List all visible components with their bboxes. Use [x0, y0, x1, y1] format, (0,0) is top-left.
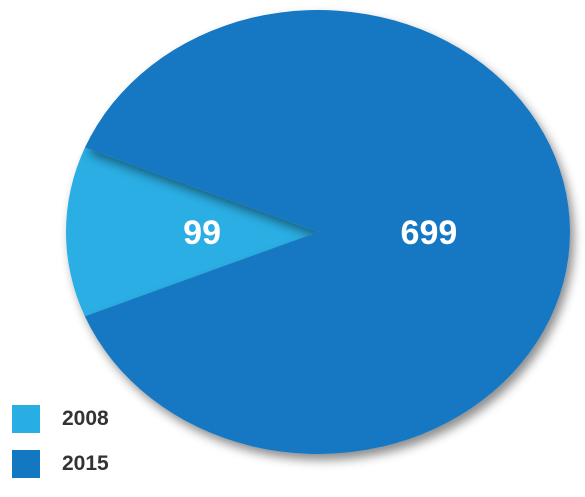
- legend-item-2008: 2008: [12, 405, 109, 433]
- pie-value-labels: 99 699: [183, 214, 457, 252]
- legend-label-2015: 2015: [62, 452, 109, 475]
- legend-item-2015: 2015: [12, 450, 109, 478]
- legend-swatch-2008: [12, 405, 40, 433]
- pie-slice-2015: [84, 10, 571, 455]
- legend: 2008 2015: [12, 405, 109, 495]
- pie-value-label-2015: 699: [401, 214, 458, 252]
- legend-label-2008: 2008: [62, 407, 109, 430]
- legend-swatch-2015: [12, 450, 40, 478]
- pie-slice-2008: [66, 147, 318, 317]
- pie-slices: [66, 10, 571, 455]
- pie-value-label-2008: 99: [183, 214, 221, 252]
